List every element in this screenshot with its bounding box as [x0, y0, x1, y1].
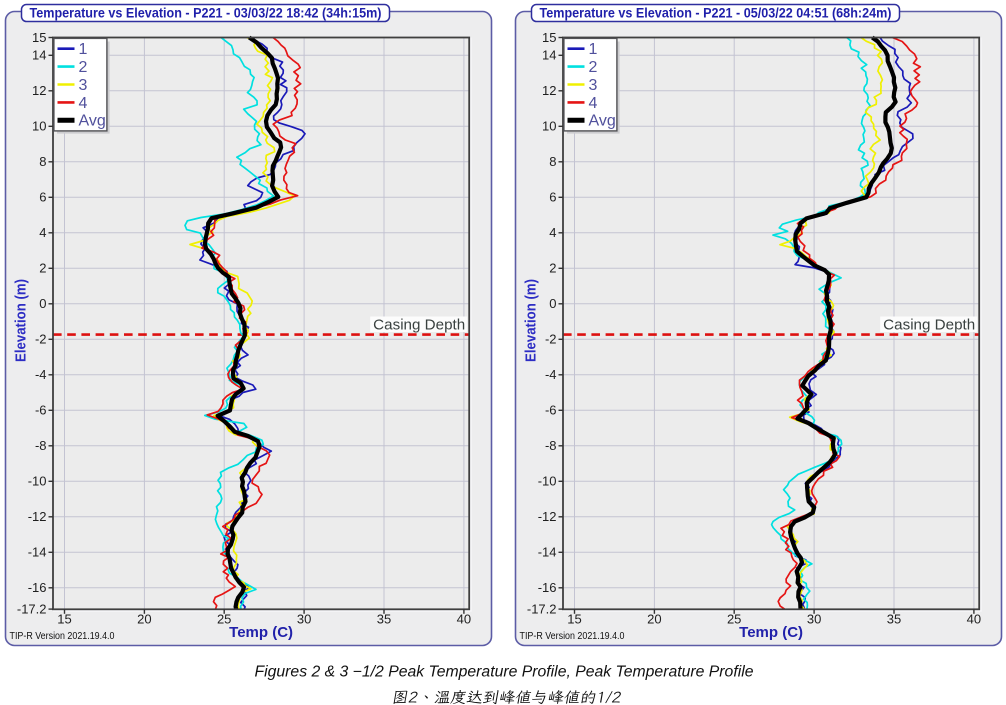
svg-text:12: 12	[32, 83, 46, 98]
svg-text:Elevation (m): Elevation (m)	[14, 279, 30, 362]
svg-text:0: 0	[549, 296, 556, 311]
svg-text:-6: -6	[35, 403, 47, 418]
svg-text:40: 40	[457, 612, 471, 627]
svg-text:6: 6	[549, 190, 556, 205]
svg-text:6: 6	[39, 190, 46, 205]
svg-text:-4: -4	[545, 367, 557, 382]
svg-text:-2: -2	[545, 332, 557, 347]
svg-text:10: 10	[542, 119, 556, 134]
svg-text:Temp (C): Temp (C)	[229, 624, 293, 641]
svg-text:8: 8	[39, 154, 46, 169]
svg-text:12: 12	[542, 83, 556, 98]
svg-text:20: 20	[137, 612, 151, 627]
svg-text:-12: -12	[28, 509, 47, 524]
svg-text:14: 14	[32, 48, 46, 63]
svg-text:Casing Depth: Casing Depth	[883, 317, 975, 334]
svg-text:2: 2	[79, 59, 88, 76]
svg-text:-12: -12	[538, 509, 557, 524]
svg-text:-16: -16	[538, 580, 557, 595]
svg-text:3: 3	[589, 77, 598, 94]
svg-text:TIP-R Version 2021.19.4.0: TIP-R Version 2021.19.4.0	[520, 631, 626, 642]
svg-text:3: 3	[79, 77, 88, 94]
svg-text:Avg: Avg	[589, 113, 616, 130]
svg-text:Elevation (m): Elevation (m)	[524, 279, 540, 362]
svg-text:-6: -6	[545, 403, 557, 418]
svg-text:Temperature vs Elevation - P22: Temperature vs Elevation - P221 - 05/03/…	[540, 5, 892, 20]
svg-text:Temp (C): Temp (C)	[739, 624, 803, 641]
svg-text:15: 15	[567, 612, 581, 627]
svg-text:4: 4	[79, 95, 88, 112]
svg-text:4: 4	[589, 95, 598, 112]
svg-text:35: 35	[377, 612, 391, 627]
svg-text:10: 10	[32, 119, 46, 134]
svg-text:4: 4	[39, 225, 46, 240]
svg-text:15: 15	[32, 30, 46, 45]
svg-text:TIP-R Version 2021.19.4.0: TIP-R Version 2021.19.4.0	[10, 631, 116, 642]
svg-text:-8: -8	[35, 438, 47, 453]
svg-text:Casing Depth: Casing Depth	[373, 317, 465, 334]
svg-text:20: 20	[647, 612, 661, 627]
svg-text:-4: -4	[35, 367, 47, 382]
svg-text:8: 8	[549, 154, 556, 169]
svg-text:-8: -8	[545, 438, 557, 453]
svg-text:-17.2: -17.2	[527, 602, 557, 617]
svg-text:-17.2: -17.2	[17, 602, 47, 617]
svg-text:15: 15	[57, 612, 71, 627]
svg-text:30: 30	[297, 612, 311, 627]
svg-text:2: 2	[549, 261, 556, 276]
svg-text:-14: -14	[28, 545, 47, 560]
svg-text:-10: -10	[538, 474, 557, 489]
svg-text:40: 40	[967, 612, 981, 627]
svg-text:Figures 2 & 3 −1/2 Peak Temper: Figures 2 & 3 −1/2 Peak Temperature Prof…	[255, 664, 754, 681]
svg-text:1: 1	[589, 41, 598, 58]
svg-text:-14: -14	[538, 545, 557, 560]
svg-text:Temperature vs Elevation - P22: Temperature vs Elevation - P221 - 03/03/…	[30, 5, 382, 20]
svg-text:4: 4	[549, 225, 556, 240]
svg-text:30: 30	[807, 612, 821, 627]
svg-text:35: 35	[887, 612, 901, 627]
svg-text:0: 0	[39, 296, 46, 311]
svg-text:-16: -16	[28, 580, 47, 595]
svg-text:-2: -2	[35, 332, 47, 347]
svg-text:2: 2	[39, 261, 46, 276]
svg-text:14: 14	[542, 48, 556, 63]
svg-text:15: 15	[542, 30, 556, 45]
svg-text:2: 2	[589, 59, 598, 76]
svg-text:1: 1	[79, 41, 88, 58]
svg-text:25: 25	[217, 612, 231, 627]
svg-text:-10: -10	[28, 474, 47, 489]
svg-text:25: 25	[727, 612, 741, 627]
svg-text:Avg: Avg	[79, 113, 106, 130]
